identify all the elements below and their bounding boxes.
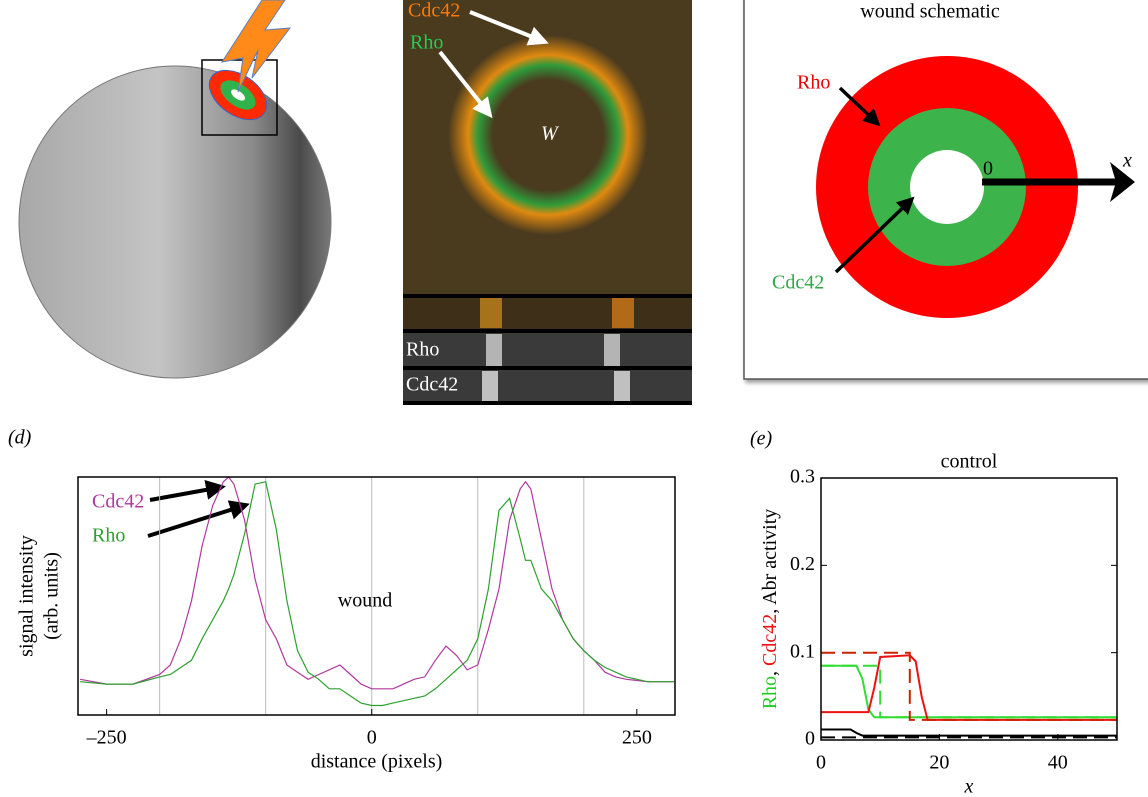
label: Cdc42 [408,0,460,22]
strip-color [403,296,692,330]
origin-label: 0 [983,158,993,180]
panel-a [19,0,331,378]
x-tick-label: 250 [622,727,652,749]
data-line [821,666,1117,718]
y-tick-label: 0.3 [790,466,815,488]
y-tick-label: 0.2 [790,553,815,575]
y-tick-label: 0 [805,728,815,750]
axis-label: x [1122,150,1132,172]
x-axis-label: distance (pixels) [311,751,443,773]
y-axis-label-part: Cdc42 [759,614,781,666]
wound-hole [910,150,984,224]
x-tick-label: 40 [1048,752,1068,774]
panel-b: Cdc42 Rho W Rho Cdc42 [403,0,692,404]
y-tick-label: 0.1 [790,640,815,662]
strip-label: Cdc42 [406,374,458,396]
annotation: Cdc42 [92,491,144,513]
x-tick-label: 0 [816,752,826,774]
figure: Cdc42 Rho W Rho Cdc42 wound schematic Rh… [0,0,1148,797]
label: Rho [410,32,443,54]
strip-label: Rho [406,339,439,361]
strip-rho [403,332,692,367]
annotation: Rho [92,525,125,547]
x-axis-label: x [964,776,974,797]
panel-label: (d) [8,427,32,449]
data-line [80,477,674,689]
wound-label: W [541,123,560,145]
panel-c: wound schematic Rho Cdc42 0 x [744,0,1148,379]
y-axis-label-part: , Abr activity [759,509,781,614]
label: Rho [797,72,830,94]
y-axis-label: Rho, Cdc42, Abr activity [759,509,781,710]
x-tick-label: 0 [367,727,377,749]
x-tick-label: –250 [86,727,127,749]
x-tick-label: 20 [929,752,949,774]
data-line [821,653,1117,720]
y-axis-label-part: , [759,666,781,676]
sphere [19,66,331,378]
y-axis-label: signal intensity [16,535,38,657]
annotation: wound [338,590,392,612]
arrow [150,487,222,500]
label: Cdc42 [772,272,824,294]
y-axis-label-part: Rho [759,676,781,709]
plot-frame [821,478,1117,740]
y-axis-label: (arb. units) [41,552,63,640]
arrow [148,505,246,536]
panel-label: (e) [750,428,773,450]
chart-title: control [941,451,998,473]
data-line [821,730,1117,736]
schematic-title: wound schematic [860,1,1000,23]
